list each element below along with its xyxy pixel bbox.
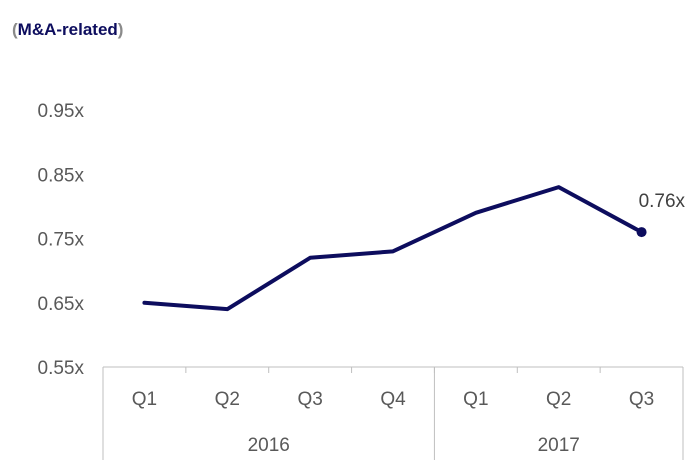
subtitle-close-paren: ) [117, 20, 124, 39]
y-tick-label: 0.75x [38, 230, 85, 251]
end-marker [636, 227, 647, 238]
x-tick-label: Q4 [380, 389, 406, 410]
x-tick-label: Q2 [215, 389, 240, 410]
chart-subtitle: (M&A-related) [12, 20, 123, 40]
series-line [142, 185, 644, 312]
x-tick-label: Q2 [546, 389, 571, 410]
group-label: 2017 [538, 435, 580, 456]
y-tick-label: 0.55x [38, 358, 85, 379]
y-tick-label: 0.95x [38, 101, 85, 122]
group-label: 2016 [248, 435, 290, 456]
end-data-label: 0.76x [639, 191, 686, 212]
x-tick-label: Q1 [132, 389, 157, 410]
x-tick-label: Q3 [629, 389, 654, 410]
subtitle-text: M&A-related [17, 20, 118, 39]
y-tick-label: 0.85x [38, 165, 85, 186]
x-tick-label: Q1 [463, 389, 488, 410]
x-tick-label: Q3 [297, 389, 322, 410]
y-tick-label: 0.65x [38, 294, 85, 315]
subtitle-open-paren: ( [12, 20, 18, 39]
